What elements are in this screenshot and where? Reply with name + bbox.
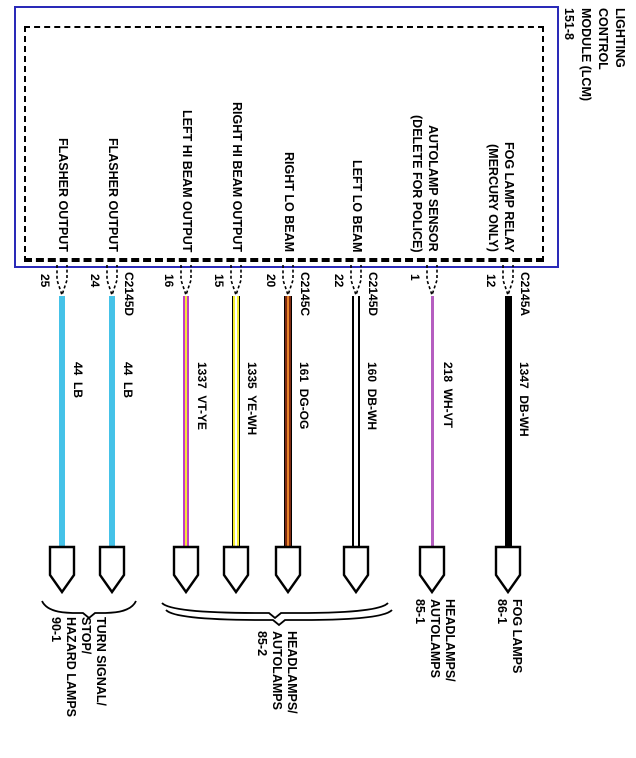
pin-number: 22 [332, 274, 346, 288]
wire [352, 296, 360, 546]
wire [109, 296, 115, 546]
connector-arrow-icon [502, 265, 514, 298]
module-box [14, 6, 559, 268]
module-output-label: LEFT HI BEAM OUTPUT [180, 109, 194, 252]
destination-label-headlamps-85-2: HEADLAMPS/ AUTOLAMPS 85-2 [255, 631, 299, 714]
group-brace-headlamps-1 [161, 602, 389, 620]
wire-terminal-icon [418, 545, 446, 595]
connector-label: C2145A [518, 272, 532, 317]
connector-arrow-icon [426, 265, 438, 298]
wire-terminal-icon [222, 545, 250, 595]
pin-number: 24 [88, 274, 102, 288]
wire [505, 296, 512, 546]
wire-terminal-icon [48, 545, 76, 595]
wire [59, 296, 65, 546]
wire-terminal-icon [342, 545, 370, 595]
connector-arrow-icon [106, 265, 118, 298]
wire [232, 296, 240, 546]
module-output-label: FLASHER OUTPUT [56, 138, 70, 252]
wire-circuit-label: 44 LB [121, 362, 135, 399]
connector-arrow-icon [230, 265, 242, 298]
wire-stripe [235, 296, 237, 546]
wire-circuit-label: 160 DB-WH [365, 362, 379, 431]
wire-stripe [185, 296, 187, 546]
module-dashed-outline [24, 26, 544, 262]
module-output-label: RIGHT LO BEAM [282, 152, 296, 252]
pin-number: 25 [38, 274, 52, 288]
wire-circuit-label: 161 DG-OG [297, 362, 311, 430]
wire-terminal-icon [274, 545, 302, 595]
connector-label: C2145D [366, 272, 380, 317]
connector-label: C2145D [122, 272, 136, 317]
wire-circuit-label: 1347 DB-WH [517, 362, 531, 437]
pin-number: 20 [264, 274, 278, 288]
wire-circuit-label: 44 LB [71, 362, 85, 399]
wire-terminal-icon [98, 545, 126, 595]
wire-terminal-icon [494, 545, 522, 595]
module-output-label: FOG LAMP RELAY (MERCURY ONLY) [486, 141, 516, 252]
module-output-label: FLASHER OUTPUT [106, 138, 120, 252]
pin-number: 16 [162, 274, 176, 288]
wire [183, 296, 189, 546]
wire-circuit-label: 218 WH-VT [441, 362, 455, 429]
module-output-label: LEFT LO BEAM [350, 159, 364, 252]
pin-number: 12 [484, 274, 498, 288]
module-output-label: RIGHT HI BEAM OUTPUT [230, 102, 244, 252]
destination-label-turn-signal: TURN SIGNAL/ STOP/ HAZARD LAMPS 90-1 [49, 617, 108, 717]
group-brace-headlamps-2 [165, 609, 393, 627]
module-title-line: CONTROL [596, 8, 610, 70]
connector-arrow-icon [56, 265, 68, 298]
wire [284, 296, 292, 546]
wire-circuit-label: 1335 YE-WH [245, 362, 259, 436]
destination-label-headlamps-85-1: HEADLAMPS/ AUTOLAMPS 85-1 [413, 599, 457, 682]
connector-arrow-icon [350, 265, 362, 298]
wire-terminal-icon [172, 545, 200, 595]
wire-stripe [287, 296, 289, 546]
group-brace-turn-signal [41, 600, 137, 620]
pin-number: 15 [212, 274, 226, 288]
module-output-label: AUTOLAMP SENSOR (DELETE FOR POLICE) [410, 114, 440, 253]
connector-arrow-icon [282, 265, 294, 298]
connector-label: C2145C [298, 272, 312, 317]
wire-circuit-label: 1337 VT-YE [195, 362, 209, 431]
module-title-line: MODULE (LCM) [579, 8, 593, 102]
pin-number: 1 [408, 274, 422, 281]
wire [431, 296, 434, 546]
connector-arrow-icon [180, 265, 192, 298]
module-title: LIGHTING CONTROL MODULE (LCM) 151-8 [560, 8, 628, 101]
module-title-line: LIGHTING [613, 8, 627, 68]
destination-label-fog-lamps: FOG LAMPS 86-1 [495, 599, 524, 674]
module-title-line: 151-8 [562, 8, 576, 40]
